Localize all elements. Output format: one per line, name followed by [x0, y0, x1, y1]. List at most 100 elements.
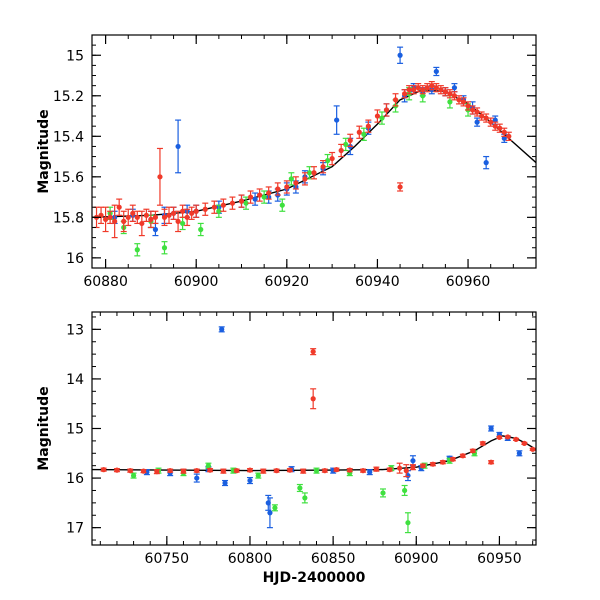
data-point: [243, 196, 250, 210]
model-curve: [92, 435, 536, 472]
data-point: [301, 172, 308, 186]
data-point: [152, 210, 159, 225]
data-point: [266, 497, 273, 529]
data-point: [366, 469, 373, 476]
data-point: [513, 436, 520, 443]
data-point: [197, 222, 204, 237]
x-tick-label: 60800: [228, 551, 273, 567]
data-point: [347, 133, 354, 148]
data-point: [229, 196, 236, 210]
data-point: [333, 467, 340, 473]
data-point: [147, 210, 154, 229]
data-point: [156, 147, 163, 206]
data-point: [419, 463, 426, 469]
data-point: [469, 448, 476, 454]
plot-area: [92, 326, 536, 534]
data-point: [273, 468, 280, 474]
data-point: [261, 190, 268, 204]
data-point: [246, 467, 253, 473]
x-tick-label: 60900: [174, 274, 219, 290]
data-point: [386, 467, 393, 473]
data-point: [286, 467, 293, 473]
data-point: [222, 479, 229, 487]
y-axis-label: Magnitude: [36, 109, 52, 193]
data-point: [292, 176, 299, 190]
plot-area: [92, 46, 536, 257]
data-point: [300, 468, 307, 474]
data-point: [451, 91, 458, 101]
data-point: [397, 46, 404, 64]
data-point: [113, 467, 120, 473]
axes-frame: [91, 34, 537, 269]
data-point: [170, 206, 177, 220]
bottom-panel: 60750 60800 60850 60900 60950 13 14 15 16 17 Magni…: [36, 311, 537, 586]
x-tick-label: 60900: [394, 551, 439, 567]
data-point: [459, 453, 466, 459]
data-point: [488, 425, 495, 432]
data-point: [98, 206, 105, 225]
data-point: [378, 111, 385, 125]
data-point: [152, 222, 159, 237]
data-point: [193, 204, 200, 218]
data-point: [202, 202, 209, 216]
y-tick-label: 17: [66, 521, 84, 537]
data-point: [125, 208, 132, 227]
data-point: [193, 468, 200, 474]
data-point: [255, 472, 262, 479]
data-point: [483, 155, 490, 170]
data-point: [401, 484, 408, 497]
x-tick-label: 60920: [265, 274, 310, 290]
x-tick-label: 60940: [355, 274, 400, 290]
data-point: [283, 180, 290, 194]
data-point: [504, 434, 511, 440]
data-point: [179, 204, 186, 218]
data-point: [392, 93, 399, 107]
data-point: [211, 200, 218, 214]
data-point: [442, 87, 449, 97]
data-point: [175, 119, 182, 174]
data-point: [184, 208, 191, 227]
data-point: [505, 131, 512, 141]
data-point: [474, 117, 481, 127]
data-point: [246, 476, 253, 485]
data-point: [346, 467, 353, 473]
data-point: [265, 186, 272, 200]
data-point: [410, 85, 417, 95]
y-tick-label: 15: [66, 48, 84, 64]
data-point: [134, 243, 141, 257]
data-point: [404, 512, 411, 534]
x-axis-label: HJD-2400000: [263, 570, 366, 586]
data-point: [260, 468, 267, 474]
data-point: [329, 151, 336, 166]
data-point: [373, 466, 380, 472]
data-point: [310, 388, 317, 410]
data-point: [360, 127, 367, 141]
data-point: [116, 198, 123, 216]
series-red: [100, 348, 536, 478]
data-point: [274, 182, 281, 196]
data-point: [301, 492, 308, 504]
data-point: [356, 125, 363, 139]
data-point: [271, 504, 278, 512]
data-point: [207, 467, 214, 473]
data-point: [107, 210, 114, 225]
data-point: [429, 461, 436, 467]
data-point: [193, 473, 200, 483]
data-point: [488, 459, 495, 465]
top-panel: 60880 60900 60920 60940 60960 15 15.2 15.4 15.6 1…: [36, 34, 537, 290]
data-point: [433, 83, 440, 93]
x-tick-label: 60850: [311, 551, 356, 567]
data-point: [220, 468, 227, 474]
data-point: [161, 241, 168, 255]
data-point: [478, 111, 485, 121]
data-point: [449, 456, 456, 462]
series-green: [107, 87, 472, 257]
data-point: [100, 467, 107, 473]
data-point: [424, 83, 431, 93]
data-point: [333, 105, 340, 135]
axes-frame: [91, 311, 537, 546]
data-point: [143, 208, 150, 222]
data-point: [403, 464, 410, 478]
data-point: [365, 119, 372, 133]
